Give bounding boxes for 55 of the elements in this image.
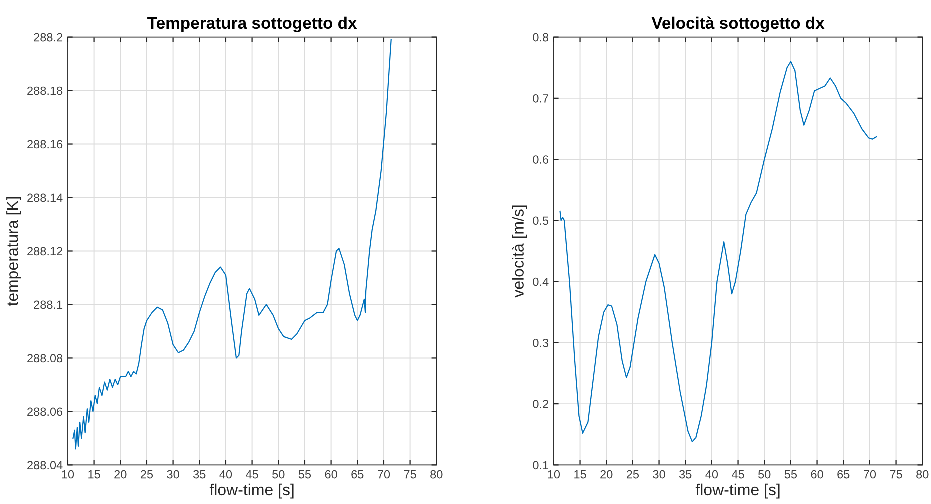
x-tick-label: 40 [220,470,232,479]
line-series [560,61,878,443]
x-axis-title: flow-time [s] [210,484,294,499]
x-tick-label: 25 [140,470,154,479]
x-tick-label: 35 [680,470,692,479]
y-tick-label: 288.2 [34,33,63,42]
x-tick-label: 45 [732,470,744,479]
y-tick-label: 288.18 [28,86,63,96]
y-tick-label: 0.3 [533,338,549,348]
x-tick-label: 45 [246,470,258,479]
x-tick-label: 70 [378,470,390,479]
chart-title: Velocità sottogetto dx [652,16,825,32]
x-axis-title: flow-time [s] [696,484,780,499]
x-tick-label: 60 [811,470,824,479]
y-tick-label: 0.2 [533,400,548,408]
x-tick-label: 25 [626,470,640,479]
y-tick-label: 288.04 [28,461,63,470]
x-tick-label: 65 [352,470,364,479]
x-tick-label: 50 [758,470,771,479]
y-tick-label: 288.16 [28,140,63,149]
y-tick-label: 288.12 [28,247,63,256]
y-tick-label: 0.4 [533,278,549,286]
x-tick-label: 40 [706,470,718,479]
y-axis-title: velocità [m/s] [512,206,528,298]
x-tick-label: 20 [600,470,613,479]
x-tick-label: 30 [167,470,180,479]
x-tick-label: 10 [62,470,74,479]
x-tick-label: 80 [430,470,443,479]
x-tick-label: 15 [88,470,100,479]
y-tick-label: 0.6 [533,156,549,164]
x-tick-label: 50 [272,470,285,479]
chart-title: Temperatura sottogetto dx [148,16,358,32]
y-axis-title: temperatura [K] [6,197,22,306]
x-tick-label: 65 [838,470,850,479]
x-tick-label: 75 [404,470,416,479]
y-tick-label: 288.08 [28,354,63,363]
y-tick-label: 0.5 [533,216,549,226]
x-tick-label: 15 [574,470,586,479]
y-tick-label: 288.14 [28,194,63,202]
x-tick-label: 60 [325,470,338,479]
x-tick-label: 75 [890,470,902,479]
y-tick-label: 0.1 [533,461,549,470]
line-series [72,39,392,450]
x-tick-label: 55 [784,470,798,479]
x-tick-label: 70 [864,470,876,479]
x-tick-label: 55 [298,470,312,479]
y-tick-label: 288.1 [34,300,63,310]
x-tick-label: 30 [653,470,666,479]
x-tick-label: 80 [916,470,929,479]
x-tick-label: 35 [194,470,206,479]
x-tick-label: 20 [114,470,127,479]
y-tick-label: 0.8 [533,33,549,42]
x-tick-label: 10 [548,470,560,479]
y-tick-label: 288.06 [28,408,63,416]
y-tick-label: 0.7 [533,94,548,103]
